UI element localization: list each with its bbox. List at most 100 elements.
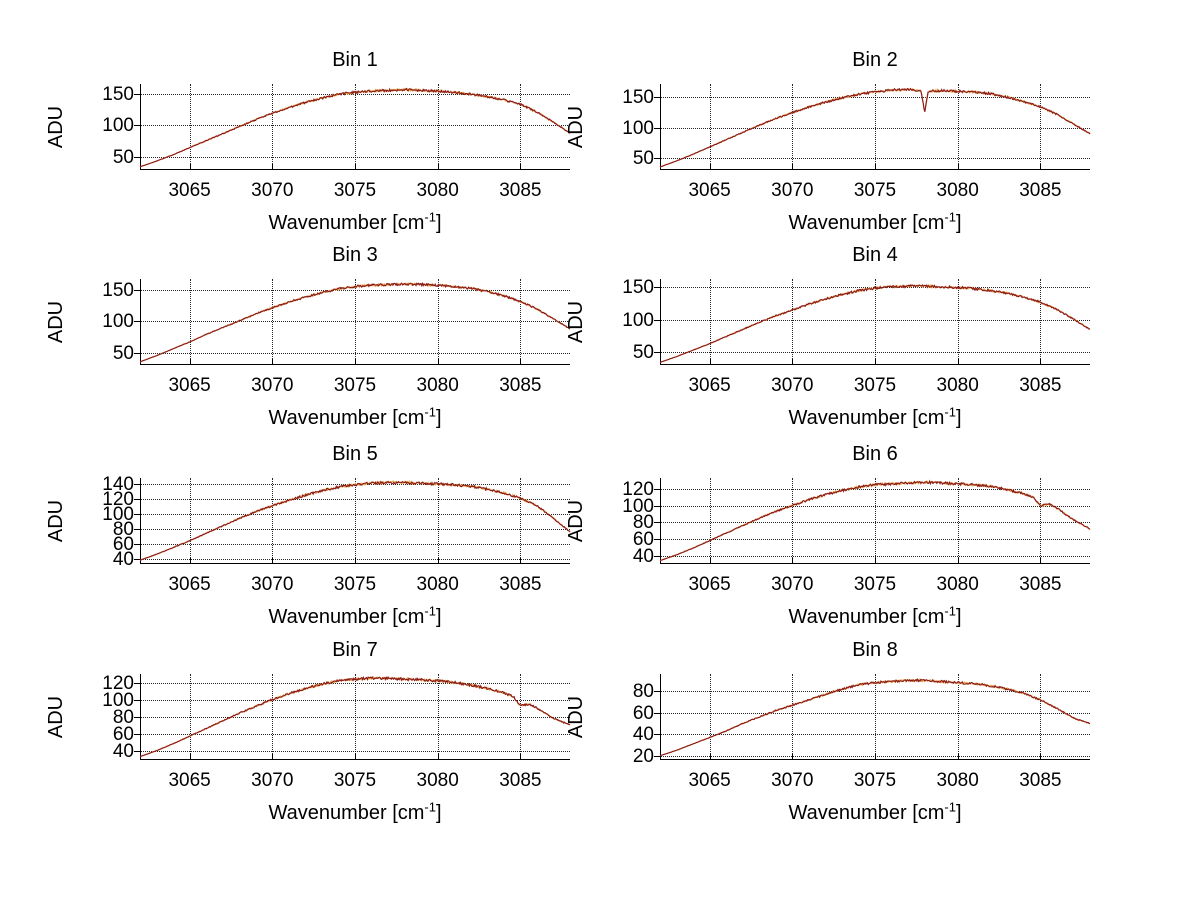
- x-gridline: [792, 478, 794, 564]
- x-gridline: [957, 478, 959, 564]
- x-tick-mark: [355, 164, 356, 170]
- x-tick-mark: [520, 558, 522, 564]
- y-tick-mark: [654, 522, 660, 524]
- y-tick-label: 100: [622, 309, 654, 331]
- y-tick-mark: [134, 352, 140, 354]
- y-tick-mark: [654, 505, 660, 507]
- y-axis-line: [140, 674, 141, 760]
- x-tick-label: 3070: [251, 375, 294, 396]
- y-axis-title: ADU: [45, 105, 67, 149]
- y-tick-mark: [134, 513, 140, 515]
- x-gridline: [792, 279, 794, 365]
- series-spectrum-underlay: [660, 89, 1090, 167]
- x-tick-mark: [272, 754, 274, 760]
- x-axis-title-exponent: -1: [424, 404, 436, 420]
- x-tick-label: 3070: [771, 574, 814, 595]
- x-axis-title: Wavenumber [cm-1]: [140, 405, 570, 429]
- y-tick-label: 40: [632, 724, 654, 746]
- y-tick-mark: [654, 755, 660, 757]
- series-spectrum-underlay: [140, 89, 570, 167]
- y-tick-mark: [134, 93, 140, 95]
- x-axis-title-suffix: ]: [435, 407, 442, 429]
- y-tick-mark: [134, 498, 140, 500]
- x-axis-title: Wavenumber [cm-1]: [140, 800, 570, 823]
- x-gridline: [957, 674, 959, 760]
- y-tick-mark: [654, 555, 660, 557]
- x-axis-title-prefix: Wavenumber [cm: [788, 802, 945, 824]
- x-tick-mark: [875, 558, 876, 564]
- x-axis-title-exponent: -1: [944, 404, 956, 420]
- subplot-panel-8: Bin 8 20 40 60 80 3065 3070 3075 3080 3085 ADU Wave…: [550, 640, 1110, 846]
- subplot-panel-4: Bin 4 50 100 150 3065 3070 3075 3080 3085 ADU Wave…: [550, 245, 1110, 451]
- y-tick-mark: [654, 287, 660, 289]
- y-tick-label: 50: [112, 342, 134, 364]
- x-gridline: [709, 84, 711, 170]
- x-tick-label: 3080: [936, 180, 979, 201]
- x-gridline: [1040, 478, 1042, 564]
- x-tick-mark: [520, 359, 522, 365]
- y-tick-label: 100: [622, 117, 654, 139]
- x-axis-title: Wavenumber [cm-1]: [140, 604, 570, 628]
- x-tick-mark: [355, 558, 356, 564]
- x-gridline: [875, 478, 876, 564]
- x-tick-label: 3080: [416, 180, 459, 201]
- x-gridline: [1040, 279, 1042, 365]
- y-axis-line: [660, 674, 661, 760]
- y-tick-mark: [134, 483, 140, 485]
- y-tick-label: 100: [102, 503, 134, 525]
- x-axis-title-suffix: ]: [955, 606, 962, 628]
- x-gridline: [355, 674, 356, 760]
- x-gridline: [189, 279, 191, 365]
- series-spectrum: [660, 89, 1090, 167]
- y-tick-label: 60: [632, 528, 654, 550]
- x-tick-mark: [272, 359, 274, 365]
- y-tick-label: 100: [622, 495, 654, 517]
- x-axis-title-prefix: Wavenumber [cm: [788, 212, 945, 234]
- y-tick-mark: [134, 528, 140, 530]
- y-tick-label: 50: [112, 147, 134, 169]
- x-tick-mark: [709, 754, 711, 760]
- x-gridline: [437, 478, 439, 564]
- y-tick-mark: [134, 751, 140, 753]
- x-tick-mark: [1040, 359, 1042, 365]
- y-tick-label: 100: [102, 311, 134, 333]
- x-axis-title-exponent: -1: [424, 603, 436, 619]
- x-gridline: [272, 84, 274, 170]
- y-axis-title: ADU: [45, 695, 67, 739]
- series-spectrum-underlay: [140, 677, 570, 757]
- x-axis-title-exponent: -1: [944, 799, 956, 815]
- subplot-panel-5: Bin 5 40 60 80 100 120 140 3065 3070 3075 3080 3085…: [30, 444, 590, 650]
- x-axis-title-exponent: -1: [944, 603, 956, 619]
- trace-group-8: [660, 674, 1090, 760]
- x-gridline: [1040, 84, 1042, 170]
- y-tick-label: 50: [632, 147, 654, 169]
- plot-area-2: [654, 84, 1090, 170]
- x-gridline: [957, 279, 959, 365]
- x-tick-mark: [1040, 558, 1042, 564]
- trace-group-1: [140, 84, 570, 170]
- plot-area-5: [134, 478, 570, 564]
- x-axis-title-exponent: -1: [424, 209, 436, 225]
- y-tick-mark: [654, 712, 660, 714]
- x-axis-title: Wavenumber [cm-1]: [660, 210, 1090, 234]
- trace-group-3: [140, 279, 570, 365]
- x-tick-mark: [189, 754, 191, 760]
- x-tick-label: 3070: [251, 180, 294, 201]
- x-axis-title-prefix: Wavenumber [cm: [268, 606, 425, 628]
- x-tick-label: 3065: [688, 770, 731, 791]
- y-tick-label: 150: [102, 280, 134, 302]
- x-gridline: [189, 674, 191, 760]
- x-axis-title: Wavenumber [cm-1]: [140, 210, 570, 233]
- y-tick-mark: [134, 683, 140, 685]
- y-axis-title: ADU: [565, 300, 587, 344]
- x-tick-label: 3075: [853, 180, 897, 201]
- x-gridline: [437, 84, 439, 170]
- x-tick-label: 3085: [1019, 574, 1062, 595]
- x-tick-mark: [709, 359, 711, 365]
- x-gridline: [875, 674, 876, 760]
- x-tick-mark: [272, 164, 274, 170]
- x-gridline: [875, 84, 876, 170]
- plot-area-4: [654, 279, 1090, 365]
- x-axis-title: Wavenumber [cm-1]: [660, 800, 1090, 824]
- x-tick-mark: [355, 754, 356, 760]
